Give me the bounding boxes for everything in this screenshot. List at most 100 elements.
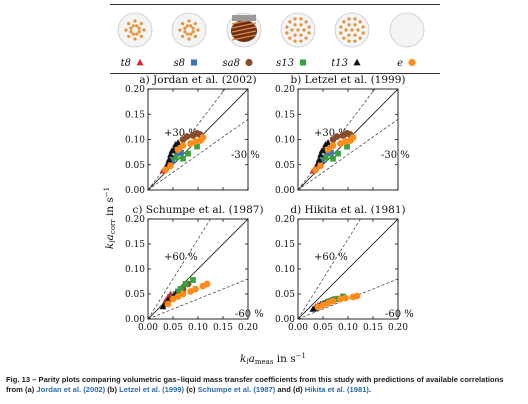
sparger-hole xyxy=(358,36,362,40)
point-t13 xyxy=(165,156,173,163)
y-tick-label: 0.20 xyxy=(125,215,145,225)
sparger-t13: t13 xyxy=(331,12,370,69)
panel-title: b) Letzel et al. (1999) xyxy=(291,74,406,86)
band-lower-label: -30 % xyxy=(231,150,260,161)
sparger-hole xyxy=(183,26,187,30)
sparger-e-plate xyxy=(389,12,425,48)
point-s13 xyxy=(182,281,189,287)
point-e xyxy=(199,134,207,141)
data-points xyxy=(159,277,211,310)
y-tick-label: 0.00 xyxy=(125,186,145,196)
point-s8 xyxy=(174,150,180,157)
caption-ref-a[interactable]: Jordan et al. (2002) xyxy=(36,385,106,394)
sparger-hole xyxy=(347,23,351,27)
sparger-e: e xyxy=(389,12,425,69)
sparger-hole xyxy=(347,17,351,21)
point-e xyxy=(162,166,169,174)
y-tick-label: 0.20 xyxy=(275,215,295,225)
sparger-hole xyxy=(181,34,185,38)
sparger-hole xyxy=(302,28,306,32)
legend-marker-t8 xyxy=(136,58,144,66)
sparger-hole xyxy=(189,24,193,28)
sparger-hole xyxy=(293,39,297,43)
point-e xyxy=(353,292,361,300)
sparger-hole xyxy=(342,36,346,40)
caption-text: Parity plots comparing volumetric gas–li… xyxy=(6,375,504,394)
y-tick-label: 0.00 xyxy=(275,186,295,196)
band-lower-label: -60 % xyxy=(235,309,264,320)
band-lower-label: -30 % xyxy=(381,150,410,161)
sparger-hole xyxy=(358,20,362,24)
sparger-hole xyxy=(347,33,351,37)
point-t13 xyxy=(167,151,174,158)
y-tick-label: 0.05 xyxy=(275,161,295,171)
caption-sep-c: (c) xyxy=(184,385,198,394)
point-e xyxy=(179,142,187,149)
sparger-hole xyxy=(127,22,131,26)
sparger-s8-plate xyxy=(171,12,207,48)
point-sa8 xyxy=(333,133,341,140)
point-s13 xyxy=(194,143,200,150)
point-t13 xyxy=(317,151,324,158)
y-tick-label: 0.15 xyxy=(125,240,145,250)
point-s13 xyxy=(185,150,191,157)
caption-ref-b[interactable]: Letzel et al. (1999) xyxy=(119,385,185,394)
point-t13 xyxy=(315,156,323,163)
y-tick-label: 0.05 xyxy=(125,290,145,300)
sparger-hole xyxy=(181,22,185,26)
sparger-hole xyxy=(193,34,197,38)
sparger-hole xyxy=(189,32,193,36)
sparger-sa8-stripe xyxy=(231,22,257,29)
point-e xyxy=(349,134,357,141)
sparger-hole xyxy=(353,23,357,27)
point-s13 xyxy=(190,277,196,283)
point-e xyxy=(324,146,332,154)
y-axis-label: klacorr in s−1 xyxy=(103,187,117,249)
sparger-hole xyxy=(299,33,303,37)
caption-ref-c[interactable]: Schumpe et al. (1987) xyxy=(197,385,276,394)
legend-marker-s13 xyxy=(299,59,307,66)
y-tick-label: 0.10 xyxy=(275,136,295,146)
point-s13 xyxy=(335,150,341,157)
sparger-hole xyxy=(178,28,182,32)
sparger-hole xyxy=(339,31,343,35)
sparger-hole xyxy=(304,36,308,40)
sparger-hole xyxy=(135,24,139,28)
x-tick-label: 0.10 xyxy=(338,323,358,333)
band-lower-label: -60 % xyxy=(385,309,414,320)
point-e xyxy=(179,290,187,298)
legend-marker-e xyxy=(408,58,416,67)
sparger-hole xyxy=(344,28,348,32)
sparger-hole xyxy=(129,30,133,34)
caption-fig: Fig. 13 – xyxy=(6,375,39,384)
sparger-hole xyxy=(347,39,351,43)
sparger-hole xyxy=(342,20,346,24)
band-upper-label: +30 % xyxy=(164,128,198,139)
caption-end: . xyxy=(368,385,372,394)
legend-label-t8: t8 xyxy=(121,58,131,69)
panel-3: c) Schumpe et al. (1987)+60 %-60 %0.00 0.… xyxy=(125,204,264,333)
x-tick-label: 0.15 xyxy=(363,323,383,333)
band-lower-line xyxy=(298,278,398,319)
sparger-sa8-stripe xyxy=(231,34,257,41)
caption-ref-d[interactable]: Hikita et al. (1981) xyxy=(304,385,369,394)
y-tick-label: 0.10 xyxy=(125,265,145,275)
point-s8 xyxy=(178,149,184,156)
point-e xyxy=(317,162,324,170)
x-tick-label: 0.00 xyxy=(288,323,308,333)
sparger-hole xyxy=(293,23,297,27)
band-lower-line xyxy=(298,119,398,190)
point-s8 xyxy=(324,150,330,157)
legend-label-e: e xyxy=(397,58,403,69)
point-t13 xyxy=(324,139,332,146)
sparger-hole xyxy=(129,26,133,30)
x-axis-label: klameas in s−1 xyxy=(240,352,306,366)
point-sa8 xyxy=(183,133,191,140)
sparger-hole xyxy=(296,28,300,32)
panel-1: a) Jordan et al. (2002) +30 % -30 % 0.00 0.0… xyxy=(125,74,260,196)
x-tick-label: 0.05 xyxy=(313,323,333,333)
sparger-hole xyxy=(185,32,189,36)
legend-marker-t13 xyxy=(353,58,361,66)
x-tick-label: 0.15 xyxy=(213,323,233,333)
sparger-hole xyxy=(187,37,191,41)
